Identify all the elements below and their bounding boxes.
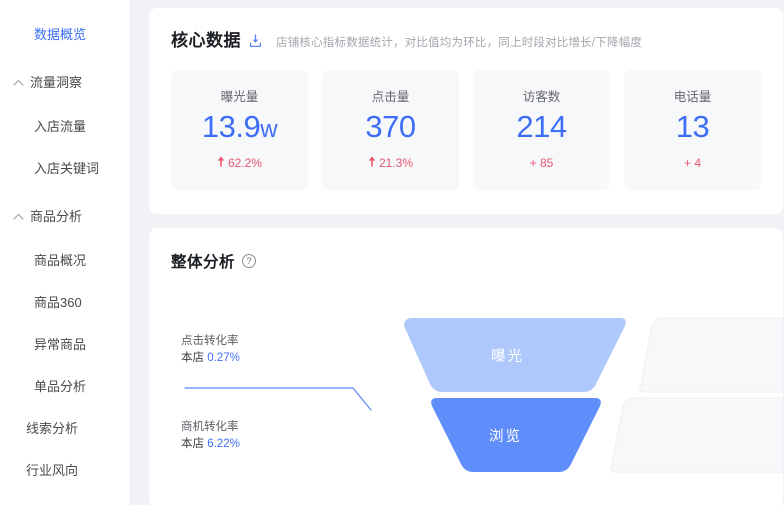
funnel-panel-top: [639, 317, 783, 393]
arrow-up-icon: [368, 156, 376, 170]
metric-label: 点击量: [371, 90, 410, 104]
metric-card-list: 曝光量 13.9w 62.2% 点击量 370: [171, 70, 761, 190]
sidebar-item-group-traffic[interactable]: 流量洞察: [0, 68, 130, 96]
metric-card-exposure[interactable]: 曝光量 13.9w 62.2%: [171, 70, 308, 190]
chevron-up-icon: [10, 74, 26, 90]
funnel-svg: [184, 317, 783, 473]
sidebar-item-label: 入店关键词: [34, 160, 100, 176]
sidebar-item-instore-keyword[interactable]: 入店关键词: [0, 154, 130, 182]
funnel-stage-exposure-shape: [404, 318, 626, 392]
conversion-rate-row: 本店 6.22%: [181, 436, 240, 453]
metric-delta-text: 21.3%: [378, 155, 414, 170]
conversion-rate-store-label: 本店: [181, 438, 204, 450]
funnel-stage-browse-shape: [431, 398, 601, 472]
funnel-panel-bottom: [610, 397, 783, 473]
sidebar-item-label: 行业风向: [26, 462, 79, 478]
arrow-up-icon: [217, 156, 225, 170]
overall-analysis-header: 整体分析 ?: [171, 250, 783, 272]
sidebar-item-label: 线索分析: [26, 420, 79, 436]
sidebar-item-label: 数据概览: [34, 26, 87, 42]
metric-value: 214: [516, 109, 567, 144]
sidebar-item-label: 单品分析: [34, 378, 87, 394]
overall-analysis-title: 整体分析: [171, 254, 236, 271]
sidebar-item-label: 商品概况: [34, 252, 87, 268]
metric-card-calls[interactable]: 电话量 13 + 4: [624, 70, 761, 190]
sidebar-item-single-product[interactable]: 单品分析: [0, 372, 130, 400]
conversion-rate-opportunity: 商机转化率 本店 6.22%: [181, 419, 240, 453]
overall-analysis-card: 整体分析 ? 曝光 浏览: [149, 228, 783, 505]
funnel-chart: 曝光 浏览 点击转化率 本店 0.27% 商机转化率 本店 6.22%: [171, 288, 783, 505]
conversion-rate-name: 商机转化率: [181, 421, 239, 433]
sidebar-item-label: 异常商品: [34, 336, 87, 352]
sidebar: 数据概览 流量洞察 入店流量 入店关键词 商品分析 商品概况 商品360 异: [0, 0, 131, 505]
funnel-connector-line: [184, 387, 372, 411]
metric-value: 13.9w: [201, 109, 278, 144]
metric-delta: + 4: [684, 156, 701, 170]
sidebar-item-lead-analysis[interactable]: 线索分析: [0, 414, 130, 442]
conversion-rate-value: 0.27%: [207, 352, 240, 364]
sidebar-item-product-360[interactable]: 商品360: [0, 288, 130, 316]
sidebar-item-group-product[interactable]: 商品分析: [0, 202, 130, 230]
sidebar-item-product-overview[interactable]: 商品概况: [0, 246, 130, 274]
metric-delta-text: 62.2%: [227, 155, 263, 170]
sidebar-item-label: 入店流量: [34, 118, 87, 134]
metric-card-clicks[interactable]: 点击量 370 21.3%: [322, 70, 459, 190]
metric-value: 370: [365, 109, 416, 144]
core-data-subtitle: 店铺核心指标数据统计，对比值均为环比，同上时段对比增长/下降幅度: [276, 37, 643, 49]
conversion-rate-name: 点击转化率: [181, 335, 239, 347]
metric-delta: 21.3%: [368, 156, 413, 170]
metric-label: 曝光量: [220, 90, 259, 104]
metric-label: 电话量: [673, 90, 712, 104]
conversion-rate-store-label: 本店: [181, 352, 204, 364]
sidebar-item-visitor-analysis[interactable]: 访客分析: [0, 498, 130, 505]
main-content: 核心数据 店铺核心指标数据统计，对比值均为环比，同上时段对比增长/下降幅度 曝光…: [131, 0, 784, 505]
metric-delta: + 85: [530, 156, 554, 170]
core-data-card: 核心数据 店铺核心指标数据统计，对比值均为环比，同上时段对比增长/下降幅度 曝光…: [149, 8, 783, 214]
metric-value-suffix: w: [260, 116, 278, 143]
sidebar-item-instore-traffic[interactable]: 入店流量: [0, 112, 130, 140]
sidebar-item-label: 商品分析: [30, 208, 83, 224]
core-data-title: 核心数据: [171, 31, 241, 50]
question-mark-icon[interactable]: ?: [242, 254, 257, 268]
metric-delta: 62.2%: [217, 156, 262, 170]
sidebar-item-label: 商品360: [34, 294, 82, 310]
conversion-rate-value: 6.22%: [207, 438, 240, 450]
conversion-rate-click: 点击转化率 本店 0.27%: [181, 333, 240, 367]
conversion-rate-row: 本店 0.27%: [181, 350, 240, 367]
core-data-header: 核心数据 店铺核心指标数据统计，对比值均为环比，同上时段对比增长/下降幅度: [171, 26, 761, 56]
sidebar-item[interactable]: 数据概览: [0, 20, 130, 48]
chevron-up-icon: [10, 208, 26, 224]
metric-card-visitors[interactable]: 访客数 214 + 85: [473, 70, 610, 190]
download-icon[interactable]: [249, 34, 262, 48]
metric-label: 访客数: [522, 90, 561, 104]
sidebar-item-industry-trend[interactable]: 行业风向: [0, 456, 130, 484]
metric-delta-text: + 85: [529, 155, 554, 170]
sidebar-item-abnormal-product[interactable]: 异常商品: [0, 330, 130, 358]
metric-delta-text: + 4: [683, 155, 701, 170]
sidebar-item-label: 流量洞察: [30, 74, 83, 90]
metric-value: 13: [675, 109, 710, 144]
